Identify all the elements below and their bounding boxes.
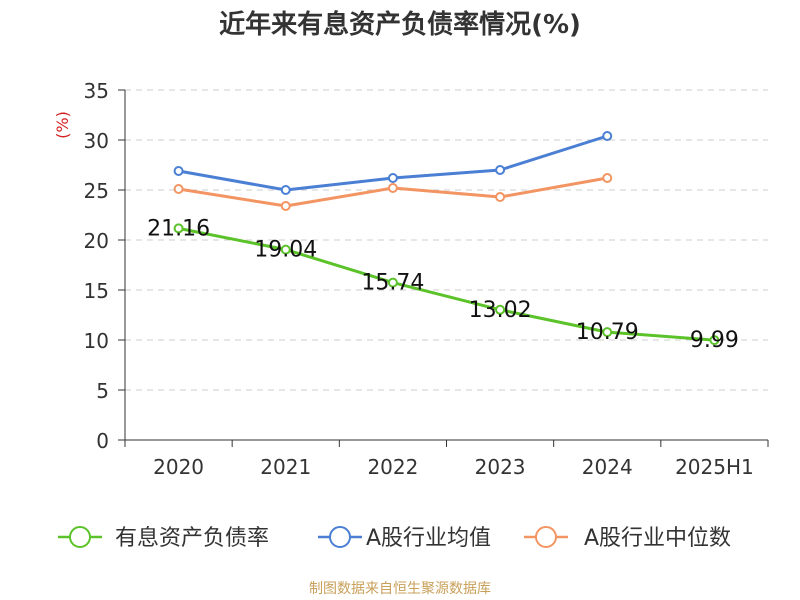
data-point <box>280 244 291 255</box>
x-tick-label: 2022 <box>367 455 418 479</box>
y-tick-label: 5 <box>96 379 109 403</box>
data-point <box>495 165 506 175</box>
data-point <box>387 183 398 193</box>
x-tick-label: 2025H1 <box>675 455 754 479</box>
data-label: 19.04 <box>254 238 317 263</box>
legend: 有息资产负债率 A股行业均值 A股行业中位数 <box>58 526 731 551</box>
data-label: 21.16 <box>147 216 210 241</box>
data-point <box>602 173 613 183</box>
data-point <box>387 277 398 288</box>
data-point <box>387 173 398 183</box>
y-tick-label: 35 <box>84 79 109 103</box>
data-label: 9.99 <box>690 328 739 353</box>
data-point <box>709 335 720 346</box>
y-tick-label: 15 <box>84 279 109 303</box>
y-tick-label: 0 <box>96 429 109 453</box>
legend-item: A股行业中位数 <box>524 526 731 551</box>
data-point <box>602 131 613 141</box>
legend-label: 有息资产负债率 <box>115 526 269 551</box>
data-label: 15.74 <box>361 271 424 296</box>
axes: 0 5 10 15 20 25 30 35 2020 2021 2022 2023 2024 2025H1… <box>53 79 769 479</box>
x-tick-label: 2020 <box>153 455 204 479</box>
data-point <box>173 166 184 176</box>
data-point <box>173 184 184 194</box>
y-tick-label: 30 <box>84 129 109 153</box>
x-tick-label: 2021 <box>260 455 311 479</box>
y-tick-label: 25 <box>84 179 109 203</box>
grid-lines <box>125 89 768 391</box>
legend-item: A股行业均值 <box>318 526 491 551</box>
series-line <box>178 226 715 342</box>
source-note: 制图数据来自恒生聚源数据库 <box>309 581 491 597</box>
legend-label: A股行业中位数 <box>584 526 731 551</box>
data-point <box>280 185 291 195</box>
legend-label: A股行业均值 <box>366 526 491 551</box>
data-point <box>495 304 506 315</box>
data-label: 10.79 <box>576 320 639 345</box>
y-tick-label: 20 <box>84 229 109 253</box>
chart-title: 近年来有息资产负债率情况(%) <box>219 10 581 40</box>
legend-item: 有息资产负债率 <box>58 526 269 551</box>
y-tick-label: 10 <box>84 329 109 353</box>
data-label: 13.02 <box>469 298 532 323</box>
data-labels: 21.16 19.04 15.74 13.02 10.79 9.99 <box>147 216 739 353</box>
legend-swatch-marker <box>69 526 91 548</box>
data-point <box>495 192 506 202</box>
x-tick-label: 2023 <box>475 455 526 479</box>
data-point <box>602 327 613 338</box>
legend-swatch-marker <box>329 526 351 548</box>
legend-swatch-marker <box>535 526 557 548</box>
data-point <box>173 223 184 234</box>
y-axis-title: (%) <box>53 111 72 139</box>
series <box>173 131 720 346</box>
data-point <box>280 201 291 211</box>
x-tick-label: 2024 <box>582 455 633 479</box>
